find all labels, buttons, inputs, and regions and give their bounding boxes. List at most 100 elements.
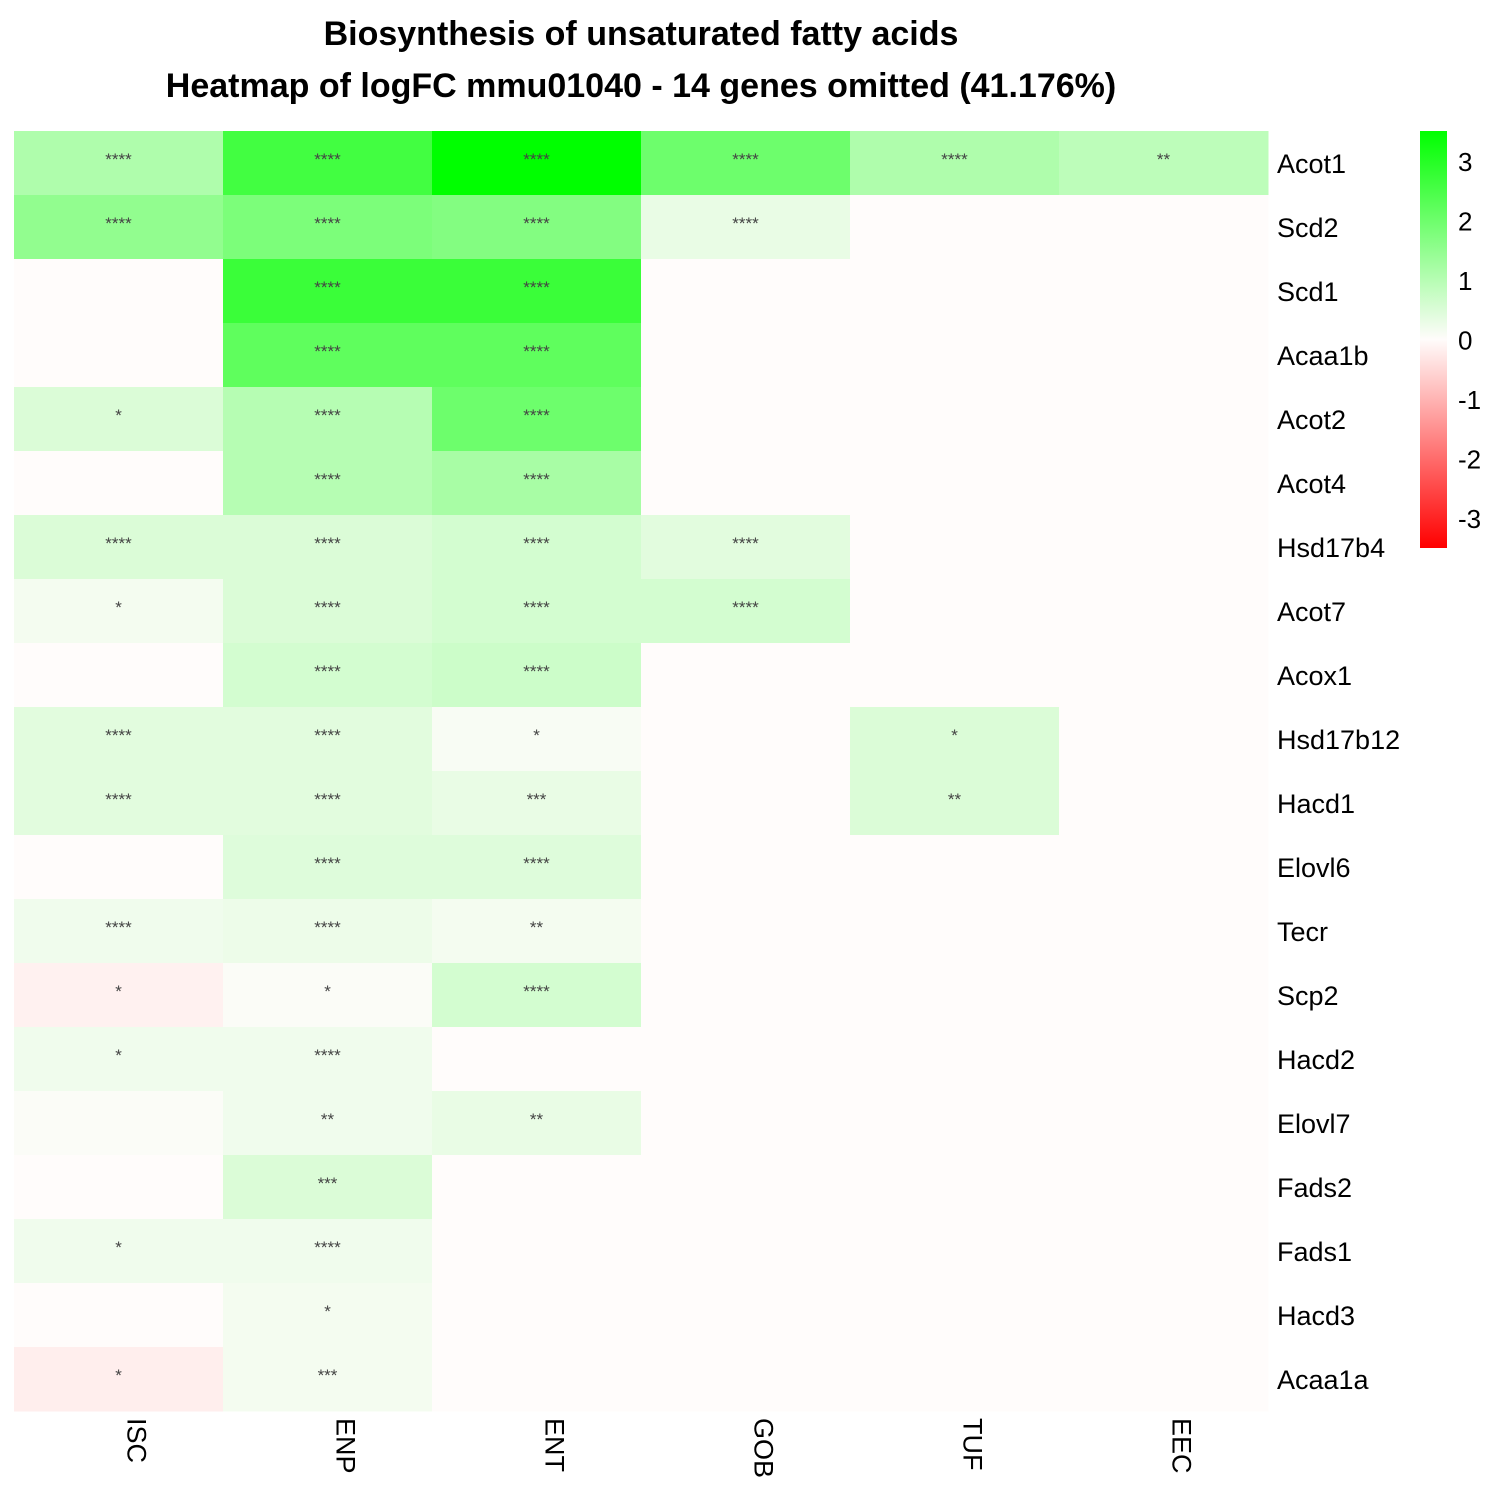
heatmap-cell	[1059, 963, 1269, 1028]
heatmap-cell	[223, 387, 433, 452]
heatmap-cell	[850, 1027, 1060, 1092]
heatmap-cell	[432, 259, 642, 324]
heatmap-cell	[850, 899, 1060, 964]
column-label: GOB	[749, 1418, 779, 1478]
heatmap-cell	[641, 1155, 851, 1220]
heatmap-cell	[223, 1155, 433, 1220]
significance-label: ****	[732, 534, 759, 553]
significance-label: *	[115, 982, 122, 1001]
significance-label: *	[115, 406, 122, 425]
heatmap-cell	[14, 387, 224, 452]
heatmap-cell	[432, 707, 642, 772]
heatmap-cell	[14, 1091, 224, 1156]
row-label: Acot4	[1277, 469, 1346, 499]
heatmap-cell	[432, 899, 642, 964]
significance-label: ****	[523, 406, 550, 425]
legend-tick-label: 3	[1458, 147, 1472, 177]
column-labels: ISC ENP ENT GOB TUF EEC	[122, 1418, 1197, 1478]
heatmap-cell	[14, 451, 224, 516]
significance-label: ****	[105, 534, 132, 553]
significance-label: ****	[314, 918, 341, 937]
heatmap-cell	[14, 643, 224, 708]
row-label: Acaa1b	[1277, 341, 1369, 371]
heatmap-cell	[1059, 1091, 1269, 1156]
significance-label: ****	[314, 470, 341, 489]
heatmap-cell	[641, 323, 851, 388]
significance-label: ****	[941, 150, 968, 169]
heatmap-cell	[432, 579, 642, 644]
significance-label: ****	[732, 150, 759, 169]
heatmap-cell	[850, 963, 1060, 1028]
heatmap-cell	[432, 195, 642, 260]
heatmap-cell	[850, 707, 1060, 772]
heatmap-cell	[1059, 579, 1269, 644]
heatmap-cell	[641, 451, 851, 516]
significance-label: *	[533, 726, 540, 745]
chart-title: Biosynthesis of unsaturated fatty acids	[324, 15, 959, 53]
heatmap-cell	[641, 1219, 851, 1284]
row-label: Acox1	[1277, 661, 1352, 691]
significance-label: ****	[314, 406, 341, 425]
significance-label: **	[1157, 150, 1171, 169]
heatmap-cell	[223, 899, 433, 964]
heatmap-cell	[850, 259, 1060, 324]
heatmap-cell	[1059, 1283, 1269, 1348]
heatmap-cell	[641, 1027, 851, 1092]
significance-label: **	[948, 790, 962, 809]
heatmap-cell	[641, 771, 851, 836]
significance-label: ****	[523, 534, 550, 553]
row-label: Hacd3	[1277, 1301, 1355, 1331]
heatmap-cell	[14, 963, 224, 1028]
heatmap-cell	[223, 963, 433, 1028]
row-label: Scp2	[1277, 981, 1339, 1011]
heatmap-cell	[1059, 451, 1269, 516]
significance-label: ****	[523, 982, 550, 1001]
heatmap-cell	[641, 1091, 851, 1156]
significance-label: ****	[732, 214, 759, 233]
heatmap-cell	[641, 259, 851, 324]
row-label: Acot7	[1277, 597, 1346, 627]
heatmap-cell	[1059, 323, 1269, 388]
heatmap-cell	[14, 1283, 224, 1348]
heatmap-cell	[14, 1155, 224, 1220]
heatmap-cell	[432, 1347, 642, 1412]
row-label: Hacd2	[1277, 1045, 1355, 1075]
heatmap-cell	[1059, 1027, 1269, 1092]
significance-label: **	[321, 1110, 335, 1129]
row-label: Acot2	[1277, 405, 1346, 435]
heatmap-cell	[850, 579, 1060, 644]
significance-label: *	[115, 598, 122, 617]
legend-tick-label: 0	[1458, 326, 1472, 356]
significance-label: ***	[318, 1174, 338, 1193]
heatmap-cell	[223, 707, 433, 772]
legend-tick-label: 1	[1458, 266, 1472, 296]
significance-label: ****	[314, 342, 341, 361]
heatmap-cell	[850, 451, 1060, 516]
significance-label: ****	[523, 278, 550, 297]
heatmap-cell	[223, 1091, 433, 1156]
heatmap-cell	[432, 643, 642, 708]
heatmap-cell	[641, 515, 851, 580]
heatmap-cell	[432, 515, 642, 580]
heatmap-cell	[641, 1283, 851, 1348]
heatmap-cell	[1059, 195, 1269, 260]
heatmap-cell	[432, 963, 642, 1028]
significance-label: ****	[523, 598, 550, 617]
heatmap-cell	[14, 1347, 224, 1412]
row-label: Scd1	[1277, 277, 1339, 307]
heatmap-cell	[14, 771, 224, 836]
significance-label: *	[324, 1302, 331, 1321]
heatmap-cell	[850, 195, 1060, 260]
row-label: Acaa1a	[1277, 1365, 1370, 1395]
heatmap-cell	[432, 1027, 642, 1092]
row-label: Fads2	[1277, 1173, 1352, 1203]
heatmap-cell	[223, 1283, 433, 1348]
heatmap-cell	[1059, 899, 1269, 964]
heatmap-cell	[14, 835, 224, 900]
heatmap-cell	[223, 515, 433, 580]
significance-label: ****	[314, 214, 341, 233]
significance-label: ****	[523, 342, 550, 361]
heatmap-cell	[14, 131, 224, 196]
legend-tick-label: -1	[1458, 385, 1481, 415]
